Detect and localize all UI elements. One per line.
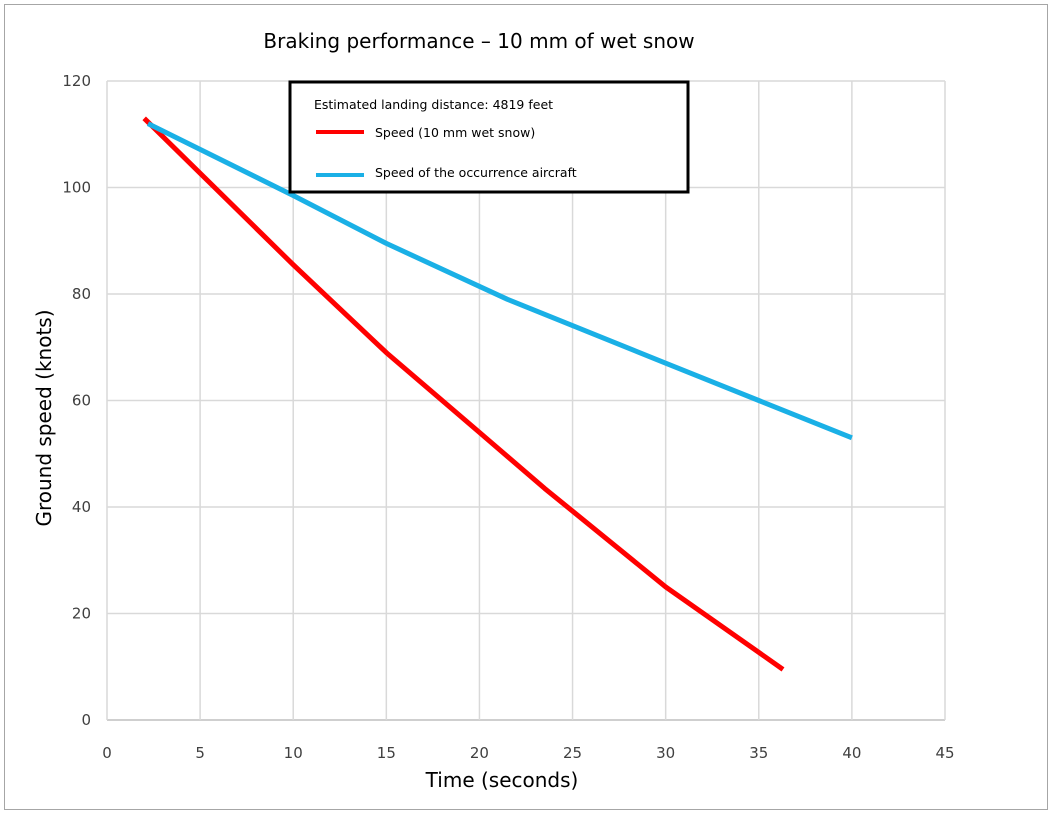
x-tick-label: 25 [563, 744, 582, 762]
y-tick-label: 40 [72, 498, 91, 516]
y-tick-label: 120 [62, 72, 91, 90]
x-tick-label: 0 [102, 744, 112, 762]
x-axis-title: Time (seconds) [425, 768, 579, 792]
x-tick-label: 15 [377, 744, 396, 762]
y-tick-label: 60 [72, 392, 91, 410]
chart-title: Braking performance – 10 mm of wet snow [263, 29, 694, 53]
y-tick-label: 80 [72, 285, 91, 303]
series-line-speed-wet-snow [142, 116, 785, 672]
y-tick-label: 0 [81, 711, 91, 729]
x-tick-label: 20 [470, 744, 489, 762]
series-line-occurrence-aircraft [146, 121, 853, 441]
x-tick-label: 10 [284, 744, 303, 762]
x-tick-label: 35 [749, 744, 768, 762]
legend-label-occurrence: Speed of the occurrence aircraft [375, 165, 577, 180]
x-tick-label: 45 [935, 744, 954, 762]
legend: Estimated landing distance: 4819 feet Sp… [288, 80, 690, 194]
y-tick-label: 20 [72, 605, 91, 623]
tick-labels: 0 20 40 60 80 100 120 0 5 10 15 20 25 30 35 40 45 [62, 72, 954, 762]
y-tick-label: 100 [62, 179, 91, 197]
y-axis-title: Ground speed (knots) [32, 309, 56, 526]
x-tick-label: 40 [842, 744, 861, 762]
x-tick-label: 5 [195, 744, 205, 762]
x-tick-label: 30 [656, 744, 675, 762]
legend-label-speed: Speed (10 mm wet snow) [375, 125, 535, 140]
series-lines [142, 116, 853, 672]
legend-title: Estimated landing distance: 4819 feet [314, 97, 553, 112]
